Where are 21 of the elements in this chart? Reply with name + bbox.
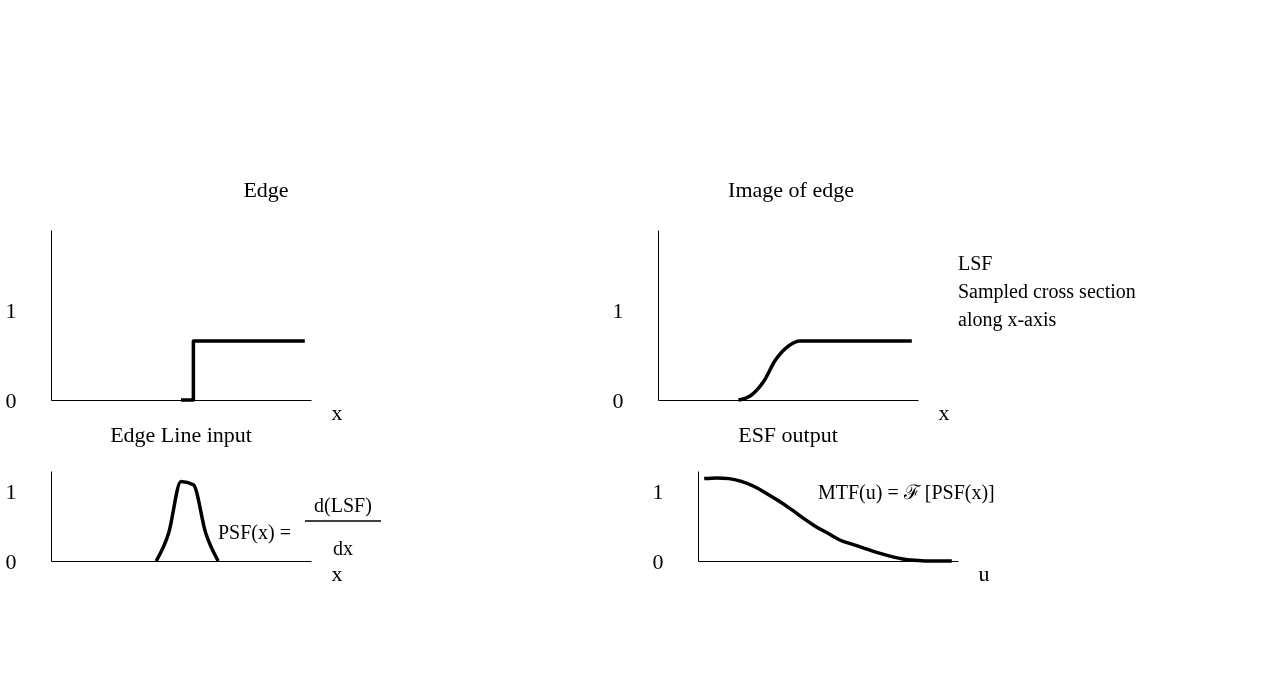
x-axis-title: x [331,560,343,586]
y-tick-label: 0 [652,548,664,574]
text: dx [333,537,353,559]
y-tick-label: 0 [5,387,17,413]
y-tick-label: 1 [5,479,17,505]
y-tick-label: 0 [5,548,17,574]
x-axis-title: x [938,399,950,425]
annotation: PSF(x) = [218,521,291,544]
y-tick-label: 0 [612,387,624,413]
y-tick-label: 1 [652,479,664,505]
y-tick-label: 1 [612,298,624,324]
text: Edge [243,177,289,202]
text: ESF output [738,422,838,447]
x-axis-title: x [331,399,343,425]
y-tick-label: 1 [5,298,17,324]
text: d(LSF) [314,494,372,517]
text: Image of edge [728,177,854,202]
x-axis-title: u [978,560,990,586]
annotation: MTF(u) = ℱ [PSF(x)] [818,481,995,504]
text: Edge Line input [110,422,252,447]
text: LSF Sampled cross section along x-axis [958,252,1136,331]
